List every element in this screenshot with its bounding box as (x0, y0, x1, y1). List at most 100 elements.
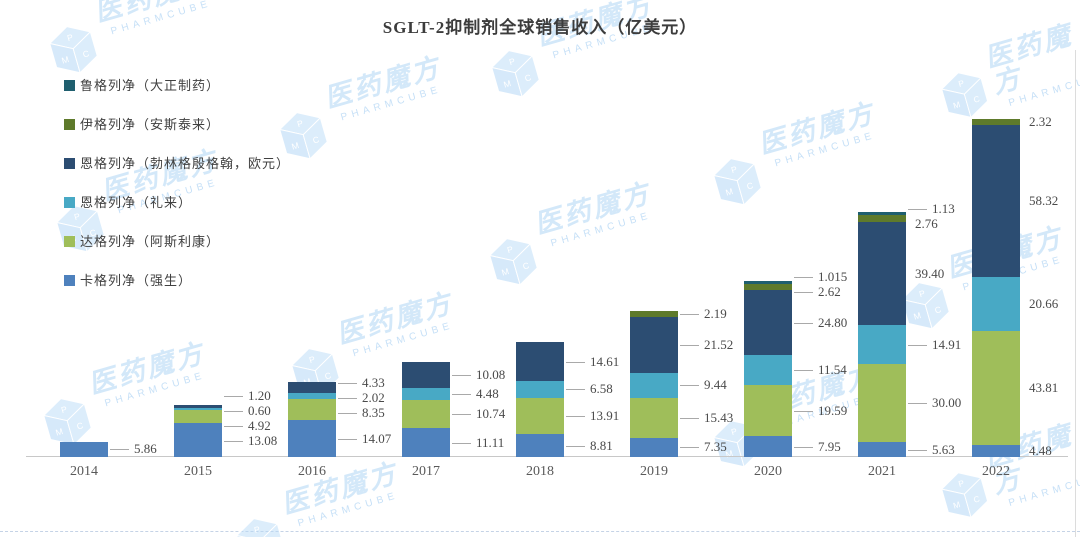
value-label: 2.32 (1029, 114, 1052, 130)
bar-segment (288, 393, 336, 399)
value-label: 30.00 (932, 395, 962, 411)
legend-swatch (64, 80, 75, 91)
value-label: 11.54 (818, 362, 847, 378)
bar-segment (744, 436, 792, 457)
bar-segment (630, 372, 678, 398)
bar-segment (288, 381, 336, 394)
x-axis-label: 2014 (70, 464, 98, 479)
bar-segment (60, 441, 108, 457)
bar-segment (516, 342, 564, 381)
bar-segment (402, 388, 450, 400)
leader-line (680, 344, 699, 346)
value-label: 24.80 (818, 314, 848, 330)
bar-segment (744, 385, 792, 437)
leader-line (680, 447, 699, 449)
value-label: 2.76 (915, 215, 938, 231)
bar-segment (174, 408, 222, 411)
leader-line (338, 382, 357, 384)
value-label: 0.60 (248, 402, 271, 418)
legend-item: 鲁格列净（大正制药） (64, 78, 290, 94)
legend-item-label: 达格列净（阿斯利康） (80, 234, 221, 249)
bar-segment (402, 362, 450, 389)
value-label: 6.58 (590, 381, 613, 397)
bar-segment (744, 283, 792, 291)
value-label: 5.63 (932, 441, 955, 457)
bar-segment (402, 400, 450, 428)
bar-segment (858, 215, 906, 223)
bar-segment (972, 277, 1020, 332)
bar-segment (972, 445, 1020, 457)
legend-item-label: 鲁格列净（大正制药） (80, 78, 221, 93)
value-label: 2.62 (818, 284, 841, 300)
x-axis-label: 2016 (298, 464, 326, 479)
bar-segment (630, 311, 678, 317)
value-label: 21.52 (704, 336, 734, 352)
leader-line (110, 449, 129, 451)
legend-swatch (64, 158, 75, 169)
bar-segment (630, 397, 678, 438)
bar-segment (516, 397, 564, 434)
bar-segment (630, 437, 678, 457)
x-axis-label: 2021 (868, 464, 896, 479)
value-label: 20.66 (1029, 296, 1059, 312)
bar-segment (972, 125, 1020, 278)
bar-segment (744, 280, 792, 284)
leader-line (452, 375, 471, 377)
leader-line (224, 410, 243, 412)
right-grid-rule (1075, 50, 1076, 537)
legend-item: 伊格列净（安斯泰来） (64, 117, 290, 133)
legend-item-label: 恩格列净（勃林格殷格翰，欧元） (80, 156, 291, 171)
value-label: 5.86 (134, 441, 157, 457)
leader-line (794, 292, 813, 294)
x-axis-label: 2020 (754, 464, 782, 479)
value-label: 4.92 (248, 417, 271, 433)
bar-segment (858, 222, 906, 326)
bar-segment (516, 434, 564, 457)
bar-segment (174, 410, 222, 423)
legend: 鲁格列净（大正制药） 伊格列净（安斯泰来） 恩格列净（勃林格殷格翰，欧元） 恩格列净（… (64, 78, 290, 312)
value-label: 2.19 (704, 305, 727, 321)
leader-line (908, 208, 927, 210)
leader-line (680, 417, 699, 419)
value-label: 9.44 (704, 377, 727, 393)
value-label: 43.81 (1029, 380, 1059, 396)
bar-segment (516, 380, 564, 398)
value-label: 8.81 (590, 437, 613, 453)
value-label: 8.35 (362, 404, 385, 420)
bar-segment (174, 422, 222, 457)
leader-line (680, 385, 699, 387)
leader-line (680, 313, 699, 315)
x-axis-label: 2022 (982, 464, 1010, 479)
leader-line (794, 410, 813, 412)
value-label: 10.08 (476, 367, 506, 383)
bar-segment (972, 331, 1020, 446)
bar-segment (630, 316, 678, 373)
value-label: 4.48 (476, 386, 499, 402)
leader-line (452, 442, 471, 444)
value-label: 58.32 (1029, 193, 1059, 209)
legend-item-label: 卡格列净（强生） (80, 273, 193, 288)
leader-line (452, 394, 471, 396)
leader-line (908, 344, 927, 346)
bar-segment (744, 355, 792, 386)
leader-line (338, 438, 357, 440)
legend-item: 恩格列净（勃林格殷格翰，欧元） (64, 156, 290, 172)
legend-item: 恩格列净（礼来） (64, 195, 290, 211)
bar-segment (402, 428, 450, 457)
bar-segment (858, 364, 906, 443)
leader-line (224, 395, 243, 397)
leader-line (794, 370, 813, 372)
value-label: 19.59 (818, 402, 848, 418)
leader-line (452, 414, 471, 416)
value-label: 2.02 (362, 389, 385, 405)
value-label: 14.91 (932, 336, 962, 352)
legend-item: 卡格列净（强生） (64, 273, 290, 289)
x-axis-label: 2015 (184, 464, 212, 479)
value-label: 13.91 (590, 407, 620, 423)
bar-segment (744, 290, 792, 356)
x-axis-label: 2017 (412, 464, 440, 479)
value-label: 15.43 (704, 409, 734, 425)
bar-segment (858, 442, 906, 457)
